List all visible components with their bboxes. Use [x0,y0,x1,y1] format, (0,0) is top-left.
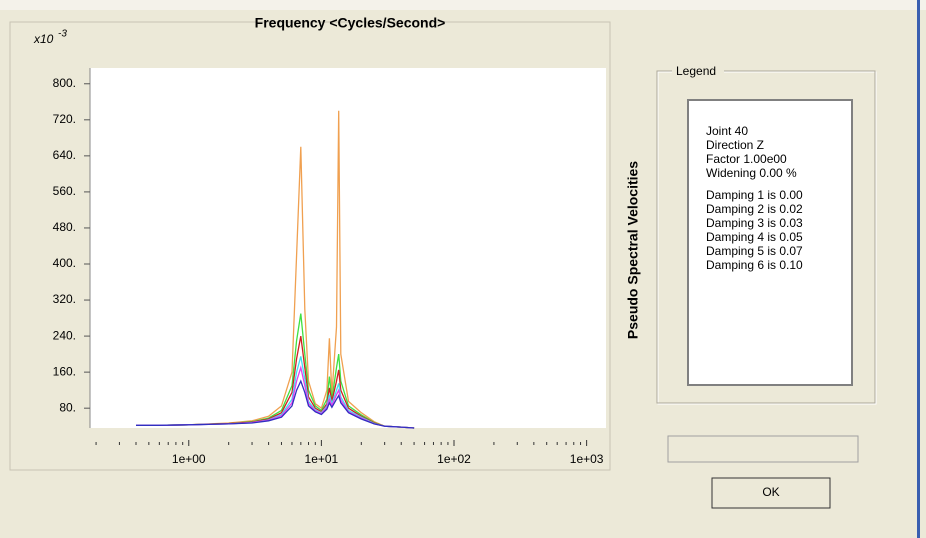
y-tick-label: 560. [53,184,76,198]
ok-button[interactable] [711,477,831,509]
y-tick-label: 160. [53,364,76,378]
chart-title: Frequency <Cycles/Second> [255,15,446,31]
y-tick-label: 240. [53,328,76,342]
y-tick-label: 800. [53,76,76,90]
y-tick-label: 400. [53,256,76,270]
legend-info: Direction Z [706,138,764,152]
y-tick-label: 640. [53,148,76,162]
y-axis-label: Pseudo Spectral Velocities [625,161,641,339]
legend-entry: Damping 6 is 0.10 [706,258,803,272]
series-line [136,379,415,429]
y-multiplier: x10 [33,32,54,46]
x-tick-label: 1e+00 [172,452,206,466]
ok-button-label[interactable]: OK [762,485,779,499]
legend-info: Joint 40 [706,124,748,138]
legend-info: Widening 0.00 % [706,166,797,180]
top-band [0,0,926,10]
window-edge [917,0,920,538]
x-tick-label: 1e+02 [437,452,471,466]
chart-frame [9,21,611,471]
plot-area [90,68,606,428]
legend-entry: Damping 1 is 0.00 [706,188,803,202]
x-tick-label: 1e+01 [305,452,339,466]
legend-entry: Damping 4 is 0.05 [706,230,803,244]
y-multiplier-exponent: -3 [58,29,67,40]
progress-box [667,435,859,463]
y-tick-label: 80. [59,400,76,414]
y-tick-label: 480. [53,220,76,234]
legend-entry: Damping 5 is 0.07 [706,244,803,258]
legend-box [687,99,853,386]
legend-entry: Damping 3 is 0.03 [706,216,803,230]
x-tick-label: 1e+03 [570,452,604,466]
y-tick-label: 320. [53,292,76,306]
legend-group-shadow [656,70,876,404]
y-tick-label: 720. [53,112,76,126]
legend-title-bg [672,64,724,78]
legend-title: Legend [676,64,716,78]
legend-entry: Damping 2 is 0.02 [706,202,803,216]
legend-info: Factor 1.00e00 [706,152,787,166]
legend-group [657,71,877,405]
series-line [136,110,415,429]
